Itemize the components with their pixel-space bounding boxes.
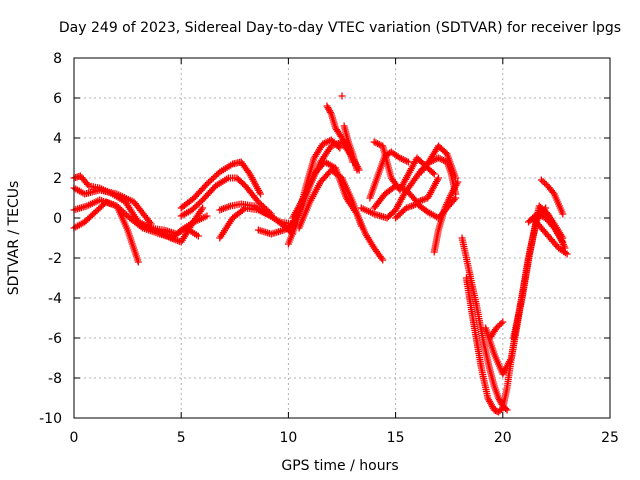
data-point — [338, 92, 346, 100]
data-point — [494, 323, 502, 330]
data-point — [452, 174, 460, 182]
series-arc-14 — [295, 166, 365, 232]
series-arc-5 — [134, 204, 207, 246]
x-tick-label: 10 — [279, 430, 297, 446]
series-arc-6 — [177, 158, 265, 212]
series-arc-18 — [366, 148, 412, 202]
series-arc-13 — [289, 158, 387, 264]
data-point — [203, 212, 211, 220]
data-point — [205, 179, 213, 186]
plot-frame — [73, 57, 611, 419]
series-arc-16 — [338, 92, 346, 100]
series-arc-24 — [430, 178, 462, 256]
series-arc-7 — [177, 174, 275, 220]
data-point — [379, 256, 387, 264]
data-point — [430, 170, 438, 178]
data-point — [213, 171, 221, 179]
chart-title: Day 249 of 2023, Sidereal Day-to-day VTE… — [59, 20, 621, 36]
series-arc-28 — [486, 318, 507, 342]
series-arc-9 — [216, 204, 297, 242]
data-point — [404, 158, 412, 166]
data-point — [559, 210, 567, 218]
y-tick-label: 2 — [53, 171, 62, 187]
data-point — [497, 320, 505, 327]
y-tick-label: -2 — [48, 251, 62, 267]
series-arc-3 — [70, 184, 155, 228]
data-point — [256, 200, 264, 207]
series-arc-31 — [537, 176, 567, 218]
data-point — [114, 204, 122, 211]
series-arc-27 — [482, 208, 567, 378]
x-tick-label: 20 — [494, 430, 512, 446]
data-point — [503, 406, 511, 414]
series-arc-32 — [529, 214, 571, 258]
y-tick-label: 4 — [53, 131, 62, 147]
x-tick-label: 15 — [387, 430, 405, 446]
y-tick-label: -10 — [39, 411, 62, 427]
data-point — [326, 108, 334, 116]
data-point — [134, 258, 142, 266]
data-point — [452, 194, 460, 202]
y-tick-label: 6 — [53, 91, 62, 107]
data-point — [199, 204, 207, 212]
data-point — [118, 207, 126, 214]
series-arc-17 — [340, 122, 361, 174]
data-point — [116, 205, 124, 213]
data-point — [194, 232, 202, 240]
data-point — [201, 182, 209, 190]
data-point — [121, 210, 129, 217]
data-point — [499, 318, 507, 326]
data-point — [123, 211, 131, 219]
data-point — [206, 177, 214, 185]
data-point — [549, 188, 557, 196]
y-axis-label: SDTVAR / TECUs — [6, 181, 22, 296]
data-point — [539, 178, 547, 185]
data-point — [537, 176, 545, 184]
data-points — [70, 92, 571, 416]
y-tick-label: 0 — [53, 211, 62, 227]
data-point — [208, 176, 216, 183]
data-point — [559, 238, 567, 246]
data-point — [254, 198, 262, 206]
x-axis-label: GPS time / hours — [281, 458, 398, 474]
data-point — [563, 250, 571, 258]
series-arc-23 — [417, 142, 460, 182]
y-tick-label: -4 — [48, 291, 62, 307]
data-point — [211, 173, 219, 180]
y-tick-label: -8 — [48, 371, 62, 387]
y-tick-label: -6 — [48, 331, 62, 347]
data-point — [429, 169, 437, 177]
data-point — [496, 321, 504, 329]
data-point — [454, 178, 462, 186]
x-tick-label: 0 — [70, 430, 79, 446]
data-point — [257, 190, 265, 198]
x-tick-label: 5 — [177, 430, 186, 446]
y-tick-label: 8 — [53, 51, 62, 67]
data-point — [541, 179, 549, 187]
data-point — [209, 174, 217, 182]
data-point — [353, 166, 361, 174]
data-point — [492, 324, 500, 332]
data-point — [84, 180, 92, 188]
data-point — [357, 222, 365, 230]
data-point — [113, 202, 121, 210]
data-point — [434, 174, 442, 182]
data-point — [119, 208, 127, 216]
data-point — [203, 180, 211, 188]
data-point — [240, 205, 248, 213]
x-tick-label: 25 — [601, 430, 619, 446]
